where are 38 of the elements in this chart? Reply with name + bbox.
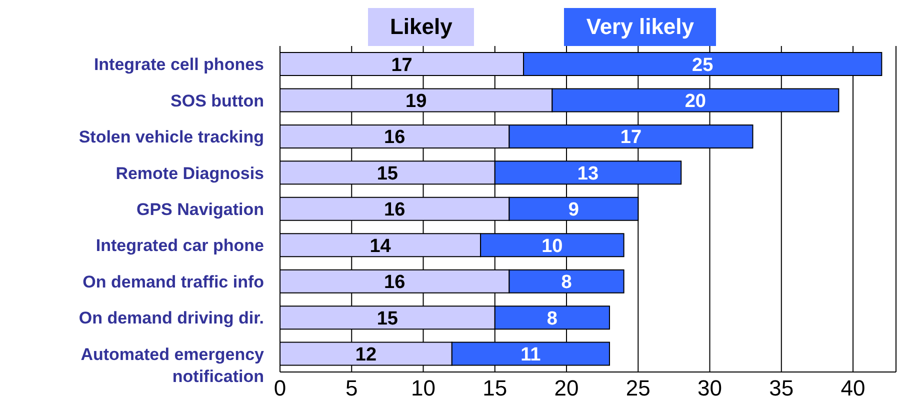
data-label: 8 xyxy=(546,308,558,330)
data-label: 12 xyxy=(355,344,377,366)
y-tick-label: Integrated car phone xyxy=(96,236,264,256)
x-tick-label: 0 xyxy=(274,376,286,401)
data-label: 15 xyxy=(376,163,398,184)
x-tick-label: 35 xyxy=(769,376,794,401)
data-label: 8 xyxy=(561,272,572,294)
x-tick-label: 15 xyxy=(482,376,508,401)
data-label: 16 xyxy=(384,272,406,294)
data-label: 13 xyxy=(577,163,599,184)
y-tick-label: On demand driving dir. xyxy=(78,308,264,328)
data-label: 9 xyxy=(568,200,579,221)
y-tick-label: GPS Navigation xyxy=(136,200,264,219)
y-tick-label: Integrate cell phones xyxy=(94,55,264,74)
series-label: Likely xyxy=(368,8,474,46)
x-tick-label: 10 xyxy=(411,376,436,401)
data-label: 10 xyxy=(542,236,563,257)
data-label: 19 xyxy=(406,90,427,112)
y-tick-label: Remote Diagnosis xyxy=(116,164,264,183)
data-label: 20 xyxy=(684,90,706,112)
series-label: Very likely xyxy=(564,8,716,46)
data-label: 17 xyxy=(620,127,642,148)
data-label: 11 xyxy=(520,344,542,366)
x-tick-label: 40 xyxy=(840,376,866,401)
x-tick-label: 20 xyxy=(554,376,579,401)
data-label: 16 xyxy=(384,200,406,221)
data-label: 25 xyxy=(692,54,714,76)
data-label: 16 xyxy=(384,127,406,148)
data-label: 14 xyxy=(370,236,392,257)
y-tick-label: SOS button xyxy=(170,91,264,110)
data-label: 15 xyxy=(376,308,398,330)
x-tick-label: 5 xyxy=(346,376,358,401)
y-tick-label: Automated emergency notification xyxy=(80,344,265,386)
y-tick-label: On demand traffic info xyxy=(82,272,264,292)
x-tick-label: 30 xyxy=(698,376,722,401)
data-label: 17 xyxy=(391,54,412,76)
x-tick-label: 25 xyxy=(626,376,650,401)
y-tick-label: Stolen vehicle tracking xyxy=(78,128,264,147)
